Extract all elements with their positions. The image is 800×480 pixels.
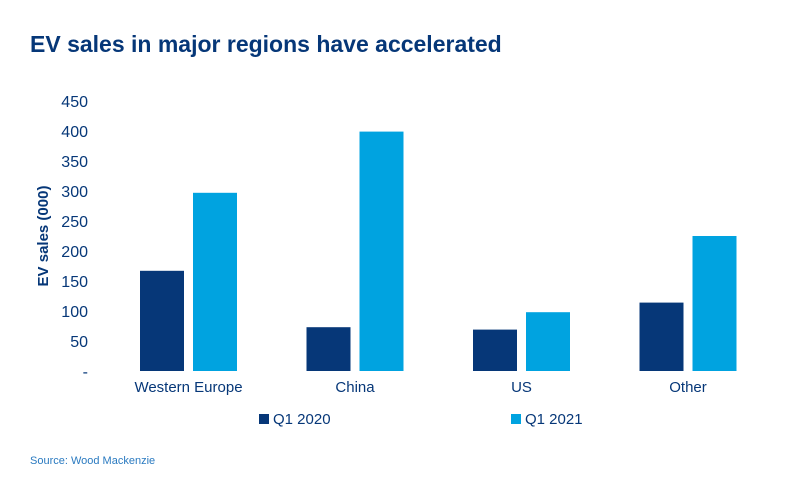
x-tick-label: Other: [669, 379, 707, 396]
x-tick-label: US: [511, 379, 532, 396]
bar-q1-2020: [473, 329, 517, 371]
legend-swatch: [511, 414, 521, 424]
y-tick-label: 250: [61, 214, 88, 231]
bar-q1-2020: [306, 327, 351, 371]
bar-q1-2021: [692, 236, 737, 371]
y-tick-label: -: [83, 364, 88, 381]
y-axis-label: EV sales (000): [35, 186, 52, 287]
y-tick-label: 50: [70, 334, 88, 351]
legend-label: Q1 2021: [525, 411, 583, 428]
x-tick-label: Western Europe: [134, 379, 242, 396]
bar-q1-2021: [526, 312, 570, 371]
y-tick-label: 200: [61, 244, 88, 261]
chart-title: EV sales in major regions have accelerat…: [30, 31, 502, 57]
bar-q1-2020: [639, 302, 684, 371]
y-tick-label: 450: [61, 94, 88, 111]
y-tick-label: 100: [61, 304, 88, 321]
y-tick-label: 350: [61, 154, 88, 171]
y-tick-label: 150: [61, 274, 88, 291]
bar-q1-2021: [359, 131, 404, 371]
x-tick-label: China: [335, 379, 375, 396]
y-tick-label: 300: [61, 184, 88, 201]
bar-q1-2020: [140, 270, 184, 371]
bar-q1-2021: [193, 192, 237, 371]
legend-swatch: [259, 414, 269, 424]
legend-label: Q1 2020: [273, 411, 331, 428]
source-note: Source: Wood Mackenzie: [30, 455, 156, 467]
y-tick-label: 400: [61, 124, 88, 141]
